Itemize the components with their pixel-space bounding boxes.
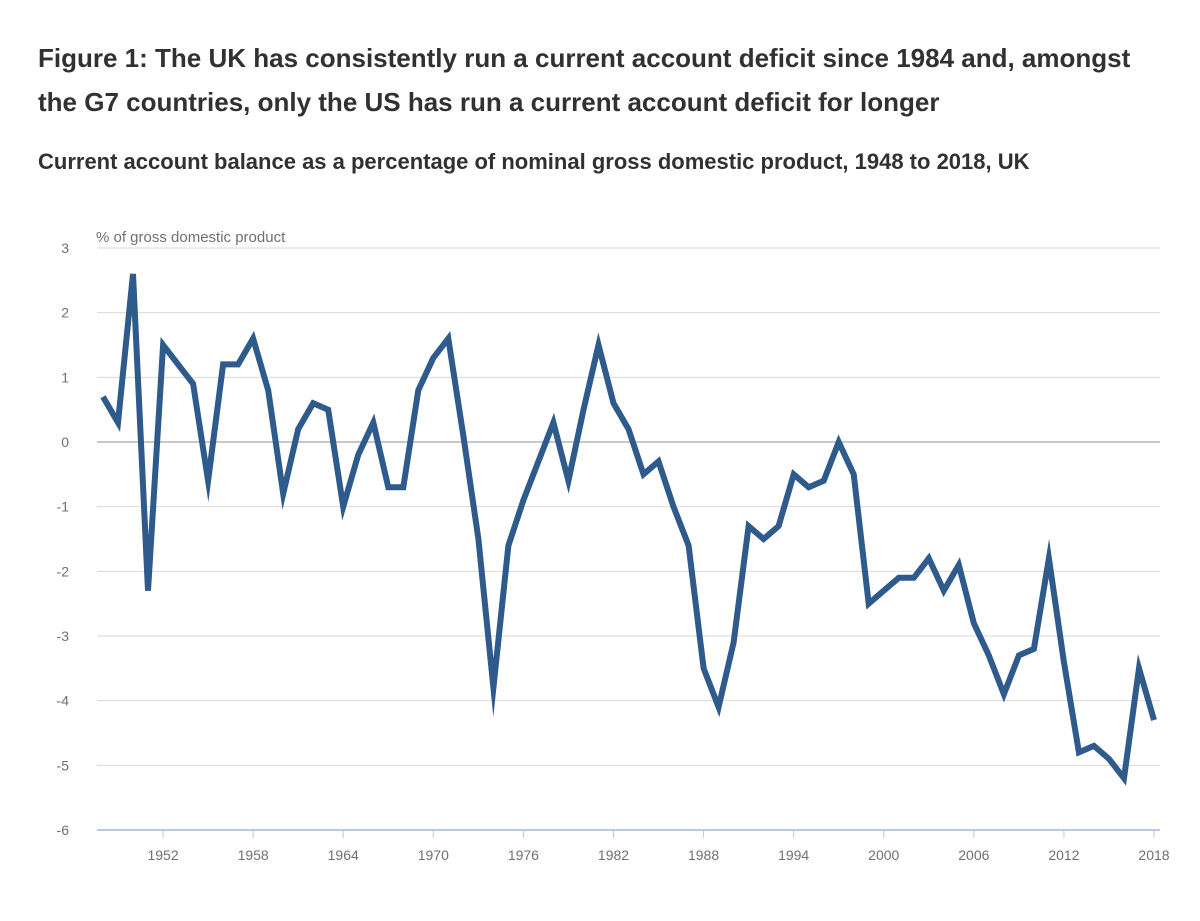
y-tick-label: -5 — [57, 757, 70, 773]
x-tick-label: 1958 — [238, 847, 269, 863]
y-axis: 3 2 1 0 -1 -2 -3 -4 -5 -6 — [57, 240, 70, 838]
x-axis: 1952 1958 1964 1970 1976 1982 1988 1994 2000 2006… — [147, 830, 1170, 863]
y-tick-label: -3 — [57, 628, 70, 644]
x-tick-label: 2006 — [958, 847, 989, 863]
x-tick-label: 1976 — [508, 847, 539, 863]
series-line — [100, 273, 1157, 786]
x-tick-label: 1964 — [328, 847, 359, 863]
x-tick-label: 1982 — [598, 847, 629, 863]
x-tick-label: 1970 — [418, 847, 449, 863]
y-tick-label: 1 — [61, 369, 69, 385]
chart-subtitle: Current account balance as a percentage … — [38, 149, 1030, 174]
line-chart: 3 2 1 0 -1 -2 -3 -4 -5 -6 1952 1958 1964 1970 1976 198… — [57, 229, 1170, 863]
x-tick-label: 1994 — [778, 847, 809, 863]
y-tick-label: -4 — [57, 693, 70, 709]
x-tick-label: 1952 — [147, 847, 178, 863]
x-tick-label: 2012 — [1048, 847, 1079, 863]
chart-title: Figure 1: The UK has consistently run a … — [38, 43, 1131, 117]
x-tick-label: 1988 — [688, 847, 719, 863]
y-tick-label: 0 — [61, 434, 69, 450]
y-tick-label: 3 — [61, 240, 69, 256]
y-tick-label: -1 — [57, 499, 70, 515]
grid-lines — [97, 247, 1160, 831]
x-tick-label: 2018 — [1138, 847, 1169, 863]
x-tick-label: 2000 — [868, 847, 899, 863]
y-axis-label: % of gross domestic product — [96, 229, 286, 246]
series-group — [100, 273, 1157, 786]
y-tick-label: 2 — [61, 305, 69, 321]
y-tick-label: -6 — [57, 822, 70, 838]
y-tick-label: -2 — [57, 563, 70, 579]
